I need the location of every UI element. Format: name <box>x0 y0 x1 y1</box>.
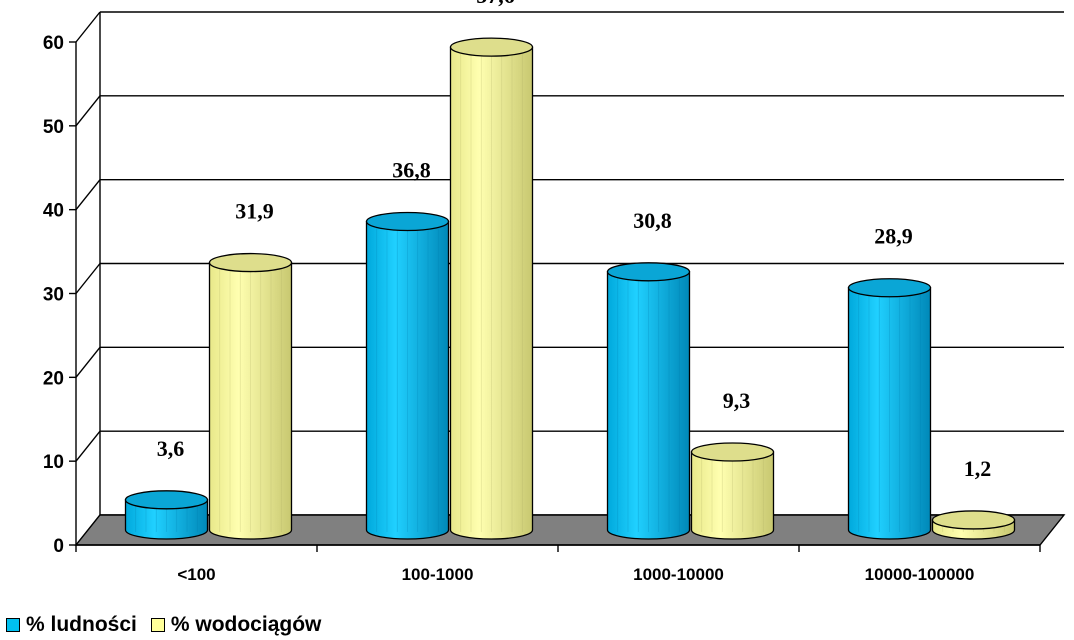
x-tick-label: 100-1000 <box>402 565 474 584</box>
cylinder-bar <box>208 252 293 540</box>
legend: % ludności % wodociągów <box>6 612 335 638</box>
cylinder-bar <box>365 211 450 540</box>
data-label: 30,8 <box>633 208 672 233</box>
chart: 0 10 20 30 40 50 60 <100 100-1000 1000-10000 1000… <box>43 0 1066 584</box>
cylinder-bar <box>690 442 775 540</box>
x-tick-label: 1000-10000 <box>633 565 724 584</box>
data-label: 9,3 <box>723 388 751 413</box>
cylinder-body <box>365 220 450 540</box>
cylinder-body <box>449 46 534 540</box>
gridline-side <box>75 263 101 294</box>
gridline-side <box>75 430 101 462</box>
cylinder-bar <box>847 278 932 540</box>
cylinder-bar <box>931 510 1016 540</box>
cylinder-top <box>931 510 1016 530</box>
y-tick-label: 50 <box>43 117 64 138</box>
cylinder-bar <box>124 490 209 540</box>
cylinder-bar <box>606 262 691 540</box>
y-tick-label: 10 <box>43 452 64 473</box>
cylinder-top <box>606 262 691 282</box>
cylinder-body <box>606 271 691 540</box>
x-tick-label: <100 <box>177 565 215 584</box>
data-label: 31,9 <box>235 199 274 224</box>
legend-swatch-blue <box>6 618 20 632</box>
y-tick-label: 30 <box>43 285 64 306</box>
gridline-side <box>75 346 101 378</box>
cylinder-top <box>124 490 209 510</box>
data-label: 28,9 <box>874 224 913 249</box>
legend-swatch-yellow <box>150 618 165 632</box>
gridline-side <box>75 11 101 43</box>
cylinder-body <box>124 499 209 540</box>
cylinder-top <box>208 252 293 273</box>
legend-label-ludnosci: % ludności <box>26 613 137 636</box>
chart-bars <box>124 37 1016 540</box>
legend-item-ludnosci: % ludności <box>6 613 137 637</box>
cylinder-bar <box>449 37 534 540</box>
chart-labels: <100 100-1000 1000-10000 10000-100000 3,6 36,… <box>157 0 992 584</box>
y-tick-label: 60 <box>43 33 64 54</box>
y-tick-label: 20 <box>43 368 64 389</box>
x-tick-label: 10000-100000 <box>865 565 975 584</box>
cylinder-top <box>449 37 534 57</box>
gridline-side <box>75 179 101 211</box>
cylinder-top <box>365 211 450 232</box>
data-label: 3,6 <box>157 436 185 461</box>
cylinder-top <box>690 442 775 462</box>
chart-floor <box>74 514 1066 552</box>
y-tick-label: 40 <box>43 201 64 222</box>
legend-label-wodociagow: % wodociągów <box>170 613 322 636</box>
y-tick-label: 0 <box>53 536 64 557</box>
data-label: 1,2 <box>964 456 992 481</box>
cylinder-body <box>847 287 932 540</box>
data-label: 36,8 <box>392 157 431 182</box>
gridline-side <box>75 95 101 127</box>
legend-item-wodociagow: % wodociągów <box>150 613 322 637</box>
data-label: 57,6 <box>476 0 515 8</box>
cylinder-body <box>690 451 775 540</box>
cylinder-top <box>847 278 932 298</box>
cylinder-body <box>208 261 293 540</box>
